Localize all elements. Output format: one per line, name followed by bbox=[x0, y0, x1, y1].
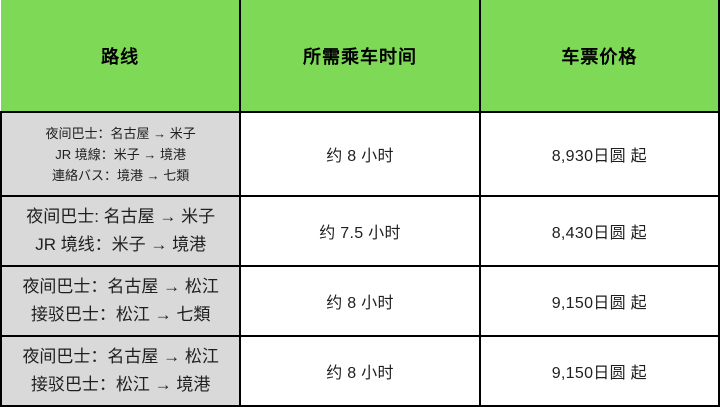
route-cell: 夜间巴士：名古屋 → 松江 接驳巴士：松江 → 境港 bbox=[0, 335, 242, 407]
route-segment: 夜间巴士：名古屋 → 松江 bbox=[22, 347, 219, 366]
price-cell: 8,930日圆 起 bbox=[478, 111, 720, 197]
route-segment: 接驳巴士：松江 → 境港 bbox=[30, 375, 211, 394]
route-cell: 夜间巴士: 名古屋 → 米子 JR 境线：米子 → 境港 bbox=[0, 195, 242, 267]
route-segment: 夜间巴士：名古屋 → 松江 bbox=[22, 277, 219, 296]
duration-cell: 约 8 小时 bbox=[239, 111, 481, 197]
route-cell: 夜间巴士：名古屋 → 米子 JR 境線：米子 → 境港 連絡バス：境港 → 七類 bbox=[0, 111, 242, 197]
route-lines: 夜间巴士：名古屋 → 米子 JR 境線：米子 → 境港 連絡バス：境港 → 七類 bbox=[8, 123, 233, 186]
duration-cell: 约 8 小时 bbox=[239, 265, 481, 337]
table-row: 夜间巴士：名古屋 → 松江 接驳巴士：松江 → 七類 约 8 小时 9,150日… bbox=[0, 265, 720, 337]
column-header-price: 车票价格 bbox=[478, 0, 720, 113]
route-segment: 連絡バス：境港 → 七類 bbox=[52, 167, 190, 183]
table-row: 夜间巴士：名古屋 → 松江 接驳巴士：松江 → 境港 约 8 小时 9,150日… bbox=[0, 335, 720, 407]
header-row: 路线 所需乘车时间 车票价格 bbox=[1, 0, 720, 113]
route-cell: 夜间巴士：名古屋 → 松江 接驳巴士：松江 → 七類 bbox=[0, 265, 242, 337]
column-header-duration: 所需乘车时间 bbox=[239, 0, 481, 113]
table-row: 夜间巴士: 名古屋 → 米子 JR 境线：米子 → 境港 约 7.5 小时 8,… bbox=[0, 195, 720, 267]
route-segment: 夜间巴士：名古屋 → 米子 bbox=[45, 125, 196, 141]
duration-cell: 约 8 小时 bbox=[239, 335, 481, 407]
price-cell: 9,150日圆 起 bbox=[478, 265, 720, 337]
table-row: 夜间巴士：名古屋 → 米子 JR 境線：米子 → 境港 連絡バス：境港 → 七類… bbox=[0, 111, 720, 197]
price-cell: 9,150日圆 起 bbox=[478, 335, 720, 407]
column-header-route: 路线 bbox=[1, 0, 242, 113]
route-lines: 夜间巴士：名古屋 → 松江 接驳巴士：松江 → 七類 bbox=[8, 273, 233, 329]
route-segment: 接驳巴士：松江 → 七類 bbox=[30, 305, 211, 324]
route-lines: 夜间巴士: 名古屋 → 米子 JR 境线：米子 → 境港 bbox=[8, 203, 233, 259]
price-cell: 8,430日圆 起 bbox=[478, 195, 720, 267]
route-segment: JR 境线：米子 → 境港 bbox=[35, 235, 207, 254]
table-header: 路线 所需乘车时间 车票价格 bbox=[1, 0, 720, 113]
route-segment: 夜间巴士: 名古屋 → 米子 bbox=[26, 207, 216, 226]
route-segment: JR 境線：米子 → 境港 bbox=[55, 146, 187, 162]
route-lines: 夜间巴士：名古屋 → 松江 接驳巴士：松江 → 境港 bbox=[8, 343, 233, 399]
table-body: 夜间巴士：名古屋 → 米子 JR 境線：米子 → 境港 連絡バス：境港 → 七類… bbox=[0, 111, 720, 407]
duration-cell: 约 7.5 小时 bbox=[239, 195, 481, 267]
